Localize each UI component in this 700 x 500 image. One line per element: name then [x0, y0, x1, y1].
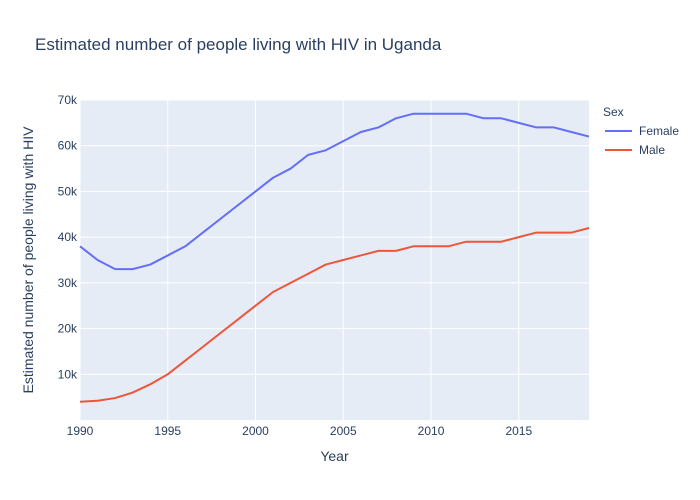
y-tick-label: 10k — [58, 367, 78, 381]
y-tick-label: 60k — [58, 139, 78, 153]
x-tick-label: 2000 — [242, 424, 269, 438]
gridlines — [79, 99, 589, 420]
y-tick-label: 70k — [58, 93, 78, 107]
series-line-male[interactable] — [79, 227, 590, 403]
y-tick-label: 30k — [58, 276, 78, 290]
legend-item-male[interactable]: Male — [605, 143, 665, 157]
chart-title: Estimated number of people living with H… — [35, 35, 442, 54]
x-tick-label: 2005 — [330, 424, 357, 438]
series-line-female[interactable] — [79, 112, 590, 271]
y-tick-label: 50k — [58, 184, 78, 198]
y-axis-title: Estimated number of people living with H… — [20, 126, 36, 394]
x-tick-label: 1990 — [67, 424, 94, 438]
legend[interactable]: Sex Female Male — [603, 105, 679, 157]
legend-label: Male — [639, 143, 665, 157]
series-lines — [79, 112, 590, 403]
x-axis-ticks: 1990 1995 2000 2005 2010 2015 — [67, 424, 533, 438]
plot-area — [80, 100, 589, 420]
x-axis-title: Year — [320, 448, 349, 464]
legend-title: Sex — [603, 105, 624, 119]
legend-label: Female — [639, 124, 679, 138]
y-tick-label: 40k — [58, 230, 78, 244]
legend-item-female[interactable]: Female — [605, 124, 679, 138]
y-tick-label: 20k — [58, 322, 78, 336]
x-tick-label: 1995 — [154, 424, 181, 438]
y-axis-ticks: 10k 20k 30k 40k 50k 60k 70k — [58, 93, 78, 381]
x-tick-label: 2015 — [505, 424, 532, 438]
x-tick-label: 2010 — [418, 424, 445, 438]
